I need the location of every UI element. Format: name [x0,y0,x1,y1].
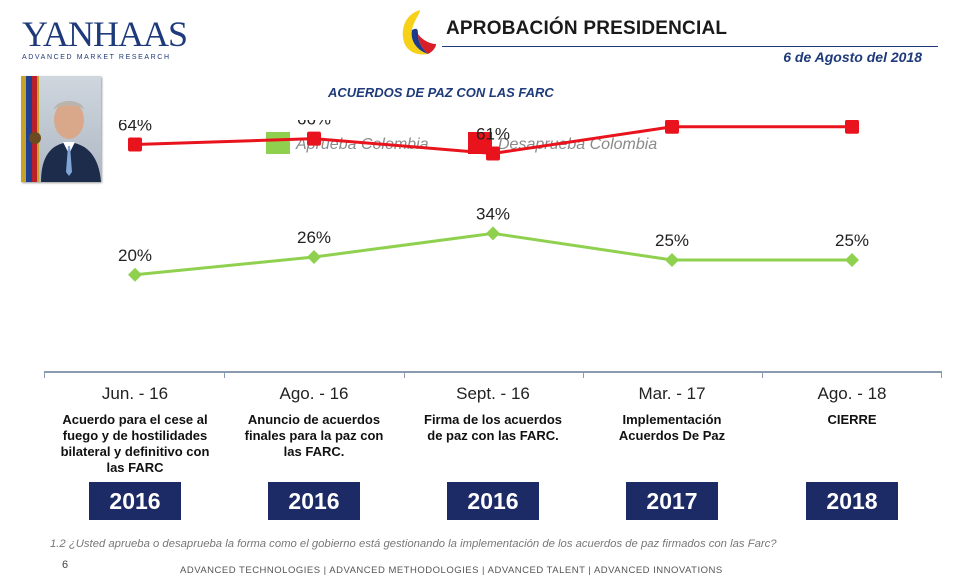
timeline-tick [44,371,45,378]
timeline-description: Acuerdo para el cese al fuego y de hostil… [50,412,220,476]
description-line: Anuncio de acuerdos [247,412,381,427]
timeline-description: CIERRE [767,412,937,428]
data-label-1-1: 66% [297,120,331,129]
yanhaas-logo: YANHAAS ADVANCED MARKET RESEARCH [22,14,188,61]
legend-label-1: Desaprueba Colombia [498,136,657,153]
president-portrait-icon [21,76,101,182]
data-point-0-2 [486,226,500,241]
chart-title: ACUERDOS DE PAZ CON LAS FARC [328,85,554,100]
data-label-0-1: 26% [297,228,331,247]
timeline-tick [224,371,225,378]
data-point-1-2 [486,146,500,161]
description-line: las FARC [106,460,164,475]
timeline-description: Implementación Acuerdos De Paz [587,412,757,444]
data-label-0-0: 20% [118,246,152,265]
data-label-1-0: 64% [118,120,152,135]
description-line: CIERRE [827,412,877,427]
logo-tagline: ADVANCED MARKET RESEARCH [22,54,171,61]
data-label-0-2: 34% [476,204,510,223]
timeline-description: Anuncio de acuerdos finales para la paz c… [229,412,399,460]
year-badge: 2016 [447,482,539,520]
data-point-1-1 [307,131,321,146]
timeline-tick [762,371,763,378]
description-line: las FARC. [283,444,345,459]
header-divider [442,46,938,47]
timeline-tick [583,371,584,378]
description-line: Firma de los acuerdos [424,412,562,427]
data-label-1-2: 61% [476,124,510,143]
timeline-tick [941,371,942,378]
timeline-period: Jun. - 16 [101,384,169,403]
timeline-description: Firma de los acuerdos de paz con las FARC… [408,412,578,444]
data-point-0-1 [307,250,321,265]
president-portrait [21,76,101,182]
data-point-1-4 [845,120,859,134]
data-point-1-0 [128,137,142,152]
logo-wordmark: YANHAAS [22,14,188,54]
footer-tagline: ADVANCED TECHNOLOGIES | ADVANCED METHODO… [180,565,723,576]
approval-line-chart: Aprueba Colombia Desaprueba Colombia20%26… [118,120,869,282]
page-title: APROBACIÓN PRESIDENCIAL [446,18,728,39]
timeline-axis [44,371,942,373]
survey-question: 1.2 ¿Usted aprueba o desaprueba la forma… [50,538,777,550]
description-line: Acuerdo para el cese al [62,412,208,427]
data-label-0-4: 25% [835,231,869,250]
data-point-0-4 [845,253,859,267]
data-point-1-3 [665,120,679,134]
year-badge: 2016 [268,482,360,520]
colombia-flag-swoosh-icon [402,10,436,55]
year-badge: 2017 [626,482,718,520]
timeline-period: Ago. - 18 [817,384,887,403]
timeline-period: Ago. - 16 [279,384,349,403]
timeline-period: Mar. - 17 [638,384,706,403]
timeline-tick [404,371,405,378]
description-line: fuego y de hostilidades [62,428,208,443]
report-date: 6 de Agosto del 2018 [783,49,922,65]
data-point-0-3 [665,253,679,267]
description-line: Acuerdos De Paz [618,428,726,443]
data-label-0-3: 25% [655,231,689,250]
data-point-0-0 [128,267,142,282]
page-number: 6 [62,559,69,571]
legend-swatch-0 [266,132,290,154]
timeline-period: Sept. - 16 [456,384,530,403]
description-line: Implementación [622,412,722,427]
year-badge: 2016 [89,482,181,520]
year-badge: 2018 [806,482,898,520]
description-line: bilateral y definitivo con [60,444,210,459]
description-line: finales para la paz con [244,428,384,443]
description-line: de paz con las FARC. [427,428,559,443]
